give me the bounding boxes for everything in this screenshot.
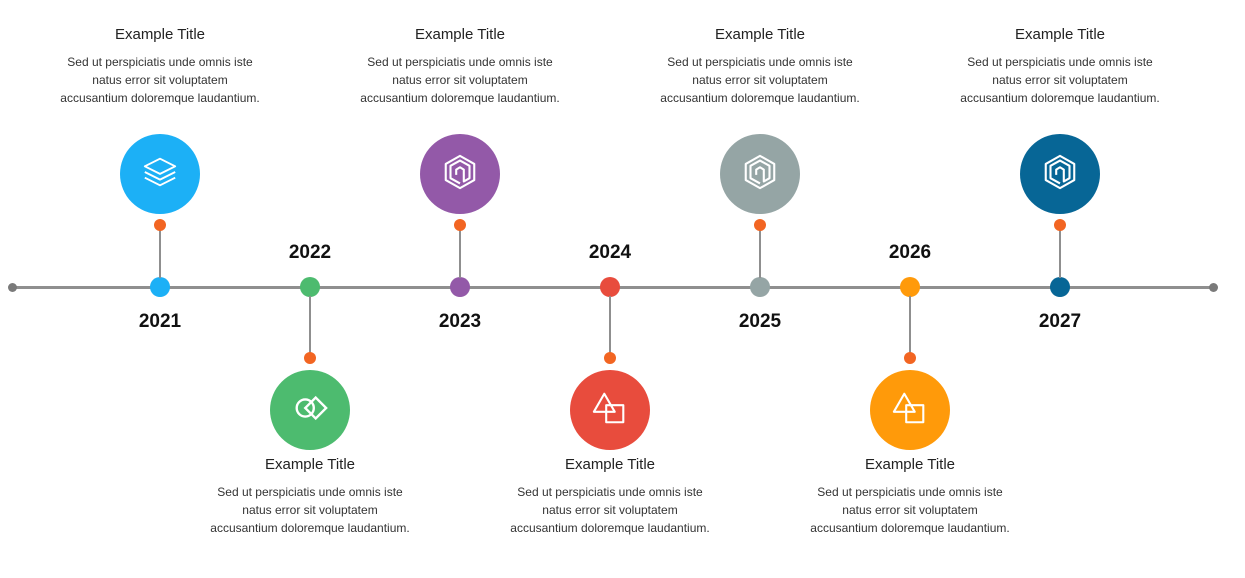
item-description: Sed ut perspiciatis unde omnis iste natu… [810, 485, 1010, 535]
timeline-node[interactable] [900, 277, 920, 297]
connector-dot [604, 352, 616, 364]
triangle-square-icon [591, 389, 629, 432]
timeline-node[interactable] [1050, 277, 1070, 297]
connector-dot [1054, 219, 1066, 231]
triangle-square-icon [891, 389, 929, 432]
overlap-shapes-icon [291, 389, 329, 432]
spiral-hexagon-icon [1041, 153, 1079, 196]
year-label: 2024 [588, 242, 632, 263]
timeline-node[interactable] [750, 277, 770, 297]
item-description: Sed ut perspiciatis unde omnis iste natu… [360, 55, 560, 105]
timeline-node[interactable] [600, 277, 620, 297]
connector-stem [1059, 226, 1061, 278]
item-title: Example Title [1014, 26, 1106, 43]
item-title: Example Title [564, 456, 656, 473]
connector-dot [904, 352, 916, 364]
item-title: Example Title [114, 26, 206, 43]
timeline-node[interactable] [150, 277, 170, 297]
item-description: Sed ut perspiciatis unde omnis iste natu… [660, 55, 860, 105]
connector-dot [304, 352, 316, 364]
year-label: 2022 [288, 242, 332, 263]
icon-badge[interactable] [1020, 134, 1100, 214]
connector-dot [754, 219, 766, 231]
icon-badge[interactable] [120, 134, 200, 214]
year-label: 2026 [888, 242, 932, 263]
icon-badge[interactable] [420, 134, 500, 214]
spiral-hexagon-icon [741, 153, 779, 196]
icon-badge[interactable] [720, 134, 800, 214]
timeline-node[interactable] [450, 277, 470, 297]
item-description: Sed ut perspiciatis unde omnis iste natu… [210, 485, 410, 535]
timeline-start-dot [8, 283, 17, 292]
connector-stem [759, 226, 761, 278]
icon-badge[interactable] [870, 370, 950, 450]
connector-stem [909, 296, 911, 358]
item-description: Sed ut perspiciatis unde omnis iste natu… [60, 55, 260, 105]
connector-stem [309, 296, 311, 358]
year-label: 2025 [738, 311, 782, 332]
connector-dot [454, 219, 466, 231]
year-label: 2023 [438, 311, 482, 332]
connector-stem [609, 296, 611, 358]
year-label: 2021 [138, 311, 182, 332]
spiral-hexagon-icon [441, 153, 479, 196]
item-title: Example Title [714, 26, 806, 43]
item-description: Sed ut perspiciatis unde omnis iste natu… [510, 485, 710, 535]
item-title: Example Title [414, 26, 506, 43]
item-title: Example Title [864, 456, 956, 473]
icon-badge[interactable] [270, 370, 350, 450]
item-title: Example Title [264, 456, 356, 473]
connector-dot [154, 219, 166, 231]
layers-icon [141, 153, 179, 196]
timeline-end-dot [1209, 283, 1218, 292]
item-description: Sed ut perspiciatis unde omnis iste natu… [960, 55, 1160, 105]
year-label: 2027 [1038, 311, 1082, 332]
connector-stem [159, 226, 161, 278]
icon-badge[interactable] [570, 370, 650, 450]
timeline-node[interactable] [300, 277, 320, 297]
connector-stem [459, 226, 461, 278]
